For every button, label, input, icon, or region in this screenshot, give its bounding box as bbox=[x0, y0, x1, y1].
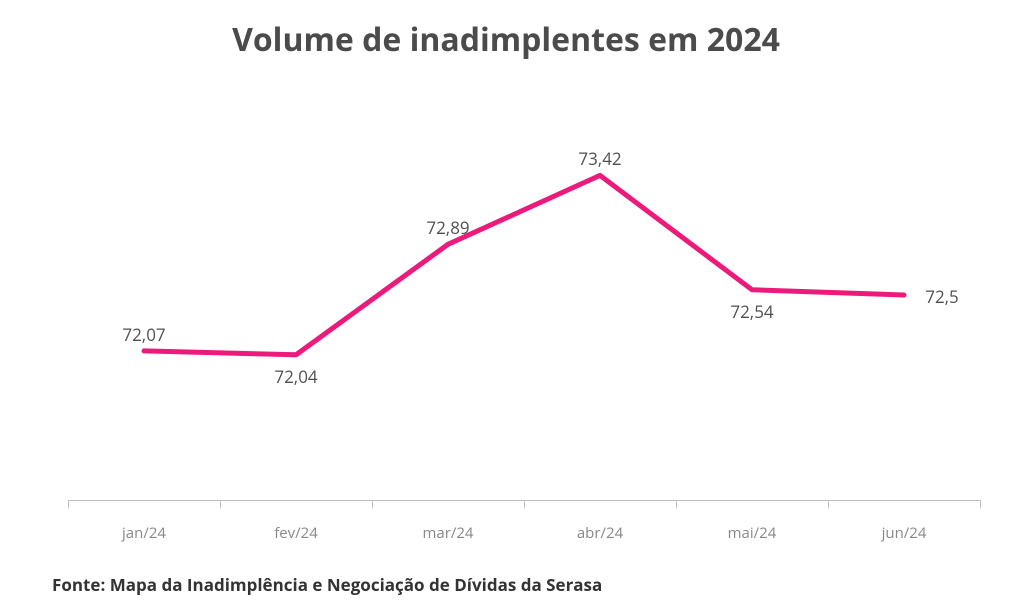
x-axis-tick bbox=[372, 500, 373, 508]
line-plot-svg bbox=[0, 0, 1012, 610]
x-axis-tick bbox=[524, 500, 525, 508]
x-tick-label: jan/24 bbox=[122, 523, 166, 543]
x-axis-tick bbox=[676, 500, 677, 508]
data-label: 72,89 bbox=[426, 216, 469, 239]
x-tick-label: mar/24 bbox=[422, 523, 473, 543]
series-line bbox=[144, 175, 904, 354]
chart-container: Volume de inadimplentes em 2024 Fonte: M… bbox=[0, 0, 1012, 610]
data-label: 72,54 bbox=[730, 300, 773, 323]
x-tick-label: abr/24 bbox=[577, 523, 623, 543]
x-axis-tick bbox=[68, 500, 69, 508]
x-axis-tick bbox=[220, 500, 221, 508]
data-label: 72,04 bbox=[274, 365, 317, 388]
x-tick-label: mai/24 bbox=[728, 523, 777, 543]
chart-source: Fonte: Mapa da Inadimplência e Negociaçã… bbox=[52, 573, 602, 596]
x-tick-label: fev/24 bbox=[274, 523, 318, 543]
x-tick-label: jun/24 bbox=[882, 523, 927, 543]
data-label: 72,5 bbox=[925, 285, 959, 308]
x-axis-tick bbox=[828, 500, 829, 508]
data-label: 72,07 bbox=[122, 323, 165, 346]
x-axis-tick bbox=[980, 500, 981, 508]
data-label: 73,42 bbox=[578, 147, 621, 170]
